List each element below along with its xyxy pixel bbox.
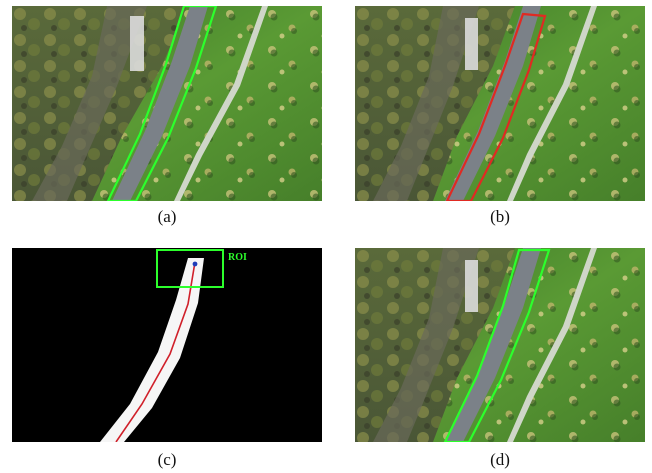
roi-box (156, 249, 224, 288)
caption-a: (a) (157, 207, 177, 226)
road-outline-green (443, 248, 551, 442)
caption-d: (d) (490, 450, 510, 469)
panel-b-image (355, 6, 645, 201)
panel-a-image (12, 6, 322, 201)
road-outline-green (106, 6, 218, 201)
caption-c: (c) (157, 450, 177, 469)
panel-d-image (355, 248, 645, 442)
panel-c-road-mask: ROI (12, 248, 322, 442)
road-mask-region (100, 258, 204, 442)
roi-label: ROI (228, 252, 247, 263)
road-outline-red (445, 12, 547, 201)
caption-b: (b) (490, 207, 510, 226)
road-centerline (115, 261, 196, 442)
